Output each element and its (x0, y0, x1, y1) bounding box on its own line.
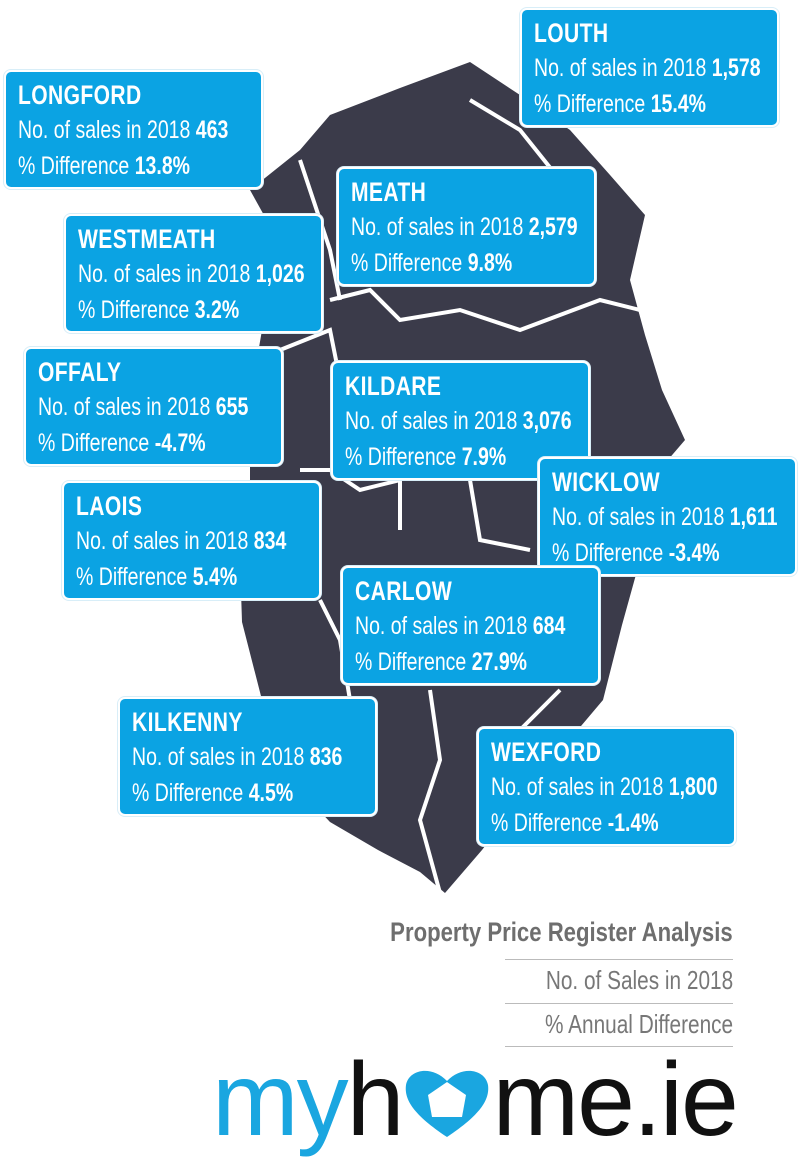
sales-line: No. of sales in 2018 1,578 (534, 50, 761, 86)
sales-line: No. of sales in 2018 1,611 (552, 499, 778, 535)
sales-line: No. of sales in 2018 655 (38, 389, 248, 425)
county-card-offaly: OFFALY No. of sales in 2018 655 % Differ… (24, 347, 283, 466)
county-card-westmeath: WESTMEATH No. of sales in 2018 1,026 % D… (64, 214, 323, 333)
county-name: WESTMEATH (78, 224, 216, 254)
sales-line: No. of sales in 2018 836 (132, 739, 342, 775)
sales-value: 1,578 (711, 54, 761, 82)
difference-value: 3.2% (194, 296, 240, 324)
difference-label: % Difference (355, 648, 467, 676)
divider (505, 1003, 733, 1004)
county-name: OFFALY (38, 357, 122, 387)
myhome-logo: myh me.ie (212, 1040, 739, 1160)
sales-value: 1,611 (729, 503, 778, 531)
sales-line: No. of sales in 2018 1,800 (491, 769, 718, 805)
difference-label: % Difference (76, 563, 188, 591)
difference-line: % Difference 9.8% (351, 245, 578, 281)
divider (505, 959, 733, 960)
sales-label: No. of sales in 2018 (18, 116, 191, 144)
difference-label: % Difference (345, 443, 457, 471)
difference-value: 9.8% (467, 249, 513, 277)
legend-difference: % Annual Difference (544, 1009, 733, 1039)
sales-label: No. of sales in 2018 (38, 393, 211, 421)
county-name: LAOIS (76, 491, 143, 521)
county-card-wicklow: WICKLOW No. of sales in 2018 1,611 % Dif… (538, 457, 797, 576)
sales-value: 463 (195, 116, 229, 144)
difference-value: 15.4% (650, 90, 707, 118)
difference-line: % Difference 4.5% (132, 775, 342, 811)
sales-value: 836 (309, 743, 343, 771)
sales-label: No. of sales in 2018 (534, 54, 707, 82)
difference-line: % Difference 7.9% (345, 439, 572, 475)
county-name: WEXFORD (491, 737, 602, 767)
county-card-wexford: WEXFORD No. of sales in 2018 1,800 % Dif… (477, 727, 736, 846)
county-name: LOUTH (534, 18, 609, 48)
divider (505, 1046, 733, 1047)
difference-label: % Difference (534, 90, 646, 118)
difference-label: % Difference (132, 779, 244, 807)
sales-label: No. of sales in 2018 (552, 503, 725, 531)
sales-line: No. of sales in 2018 1,026 (78, 256, 305, 292)
difference-value: -4.7% (154, 429, 206, 457)
difference-label: % Difference (552, 539, 664, 567)
logo-my: my (212, 1042, 349, 1158)
sales-value: 3,076 (522, 407, 572, 435)
difference-value: 5.4% (192, 563, 238, 591)
sales-label: No. of sales in 2018 (351, 213, 524, 241)
difference-value: 7.9% (461, 443, 507, 471)
sales-label: No. of sales in 2018 (132, 743, 305, 771)
logo-me-ie: me.ie (492, 1042, 738, 1158)
county-name: LONGFORD (18, 80, 142, 110)
county-card-longford: LONGFORD No. of sales in 2018 463 % Diff… (4, 70, 263, 189)
logo-h: h (346, 1042, 405, 1158)
county-card-laois: LAOIS No. of sales in 2018 834 % Differe… (62, 481, 321, 600)
sales-line: No. of sales in 2018 834 (76, 523, 286, 559)
sales-label: No. of sales in 2018 (345, 407, 518, 435)
county-name: KILKENNY (132, 707, 243, 737)
county-name: KILDARE (345, 371, 442, 401)
sales-label: No. of sales in 2018 (76, 527, 249, 555)
legend-title: Property Price Register Analysis (390, 917, 733, 947)
difference-value: 4.5% (248, 779, 294, 807)
legend-sales: No. of Sales in 2018 (545, 965, 733, 995)
sales-value: 2,579 (528, 213, 578, 241)
difference-label: % Difference (18, 152, 130, 180)
county-card-carlow: CARLOW No. of sales in 2018 684 % Differ… (341, 566, 600, 685)
difference-line: % Difference 27.9% (355, 644, 565, 680)
difference-line: % Difference -4.7% (38, 425, 248, 461)
difference-line: % Difference 13.8% (18, 148, 228, 184)
difference-value: -1.4% (607, 809, 659, 837)
difference-label: % Difference (491, 809, 603, 837)
difference-label: % Difference (351, 249, 463, 277)
difference-value: 13.8% (134, 152, 191, 180)
difference-line: % Difference 15.4% (534, 86, 761, 122)
sales-line: No. of sales in 2018 2,579 (351, 209, 578, 245)
difference-label: % Difference (78, 296, 190, 324)
county-card-louth: LOUTH No. of sales in 2018 1,578 % Diffe… (520, 8, 779, 127)
sales-value: 1,800 (668, 773, 718, 801)
difference-value: -3.4% (668, 539, 720, 567)
sales-value: 655 (215, 393, 249, 421)
sales-line: No. of sales in 2018 3,076 (345, 403, 572, 439)
sales-label: No. of sales in 2018 (78, 260, 251, 288)
heart-house-icon (404, 1044, 490, 1137)
county-name: CARLOW (355, 576, 453, 606)
county-card-kilkenny: KILKENNY No. of sales in 2018 836 % Diff… (118, 697, 377, 816)
difference-label: % Difference (38, 429, 150, 457)
sales-value: 834 (253, 527, 287, 555)
sales-line: No. of sales in 2018 684 (355, 608, 565, 644)
sales-value: 1,026 (255, 260, 305, 288)
sales-label: No. of sales in 2018 (491, 773, 664, 801)
county-name: WICKLOW (552, 467, 661, 497)
difference-line: % Difference -3.4% (552, 535, 778, 571)
difference-value: 27.9% (471, 648, 528, 676)
county-name: MEATH (351, 177, 427, 207)
difference-line: % Difference -1.4% (491, 805, 718, 841)
county-card-meath: MEATH No. of sales in 2018 2,579 % Diffe… (337, 167, 596, 286)
sales-value: 684 (532, 612, 566, 640)
sales-label: No. of sales in 2018 (355, 612, 528, 640)
sales-line: No. of sales in 2018 463 (18, 112, 228, 148)
difference-line: % Difference 5.4% (76, 559, 286, 595)
difference-line: % Difference 3.2% (78, 292, 305, 328)
